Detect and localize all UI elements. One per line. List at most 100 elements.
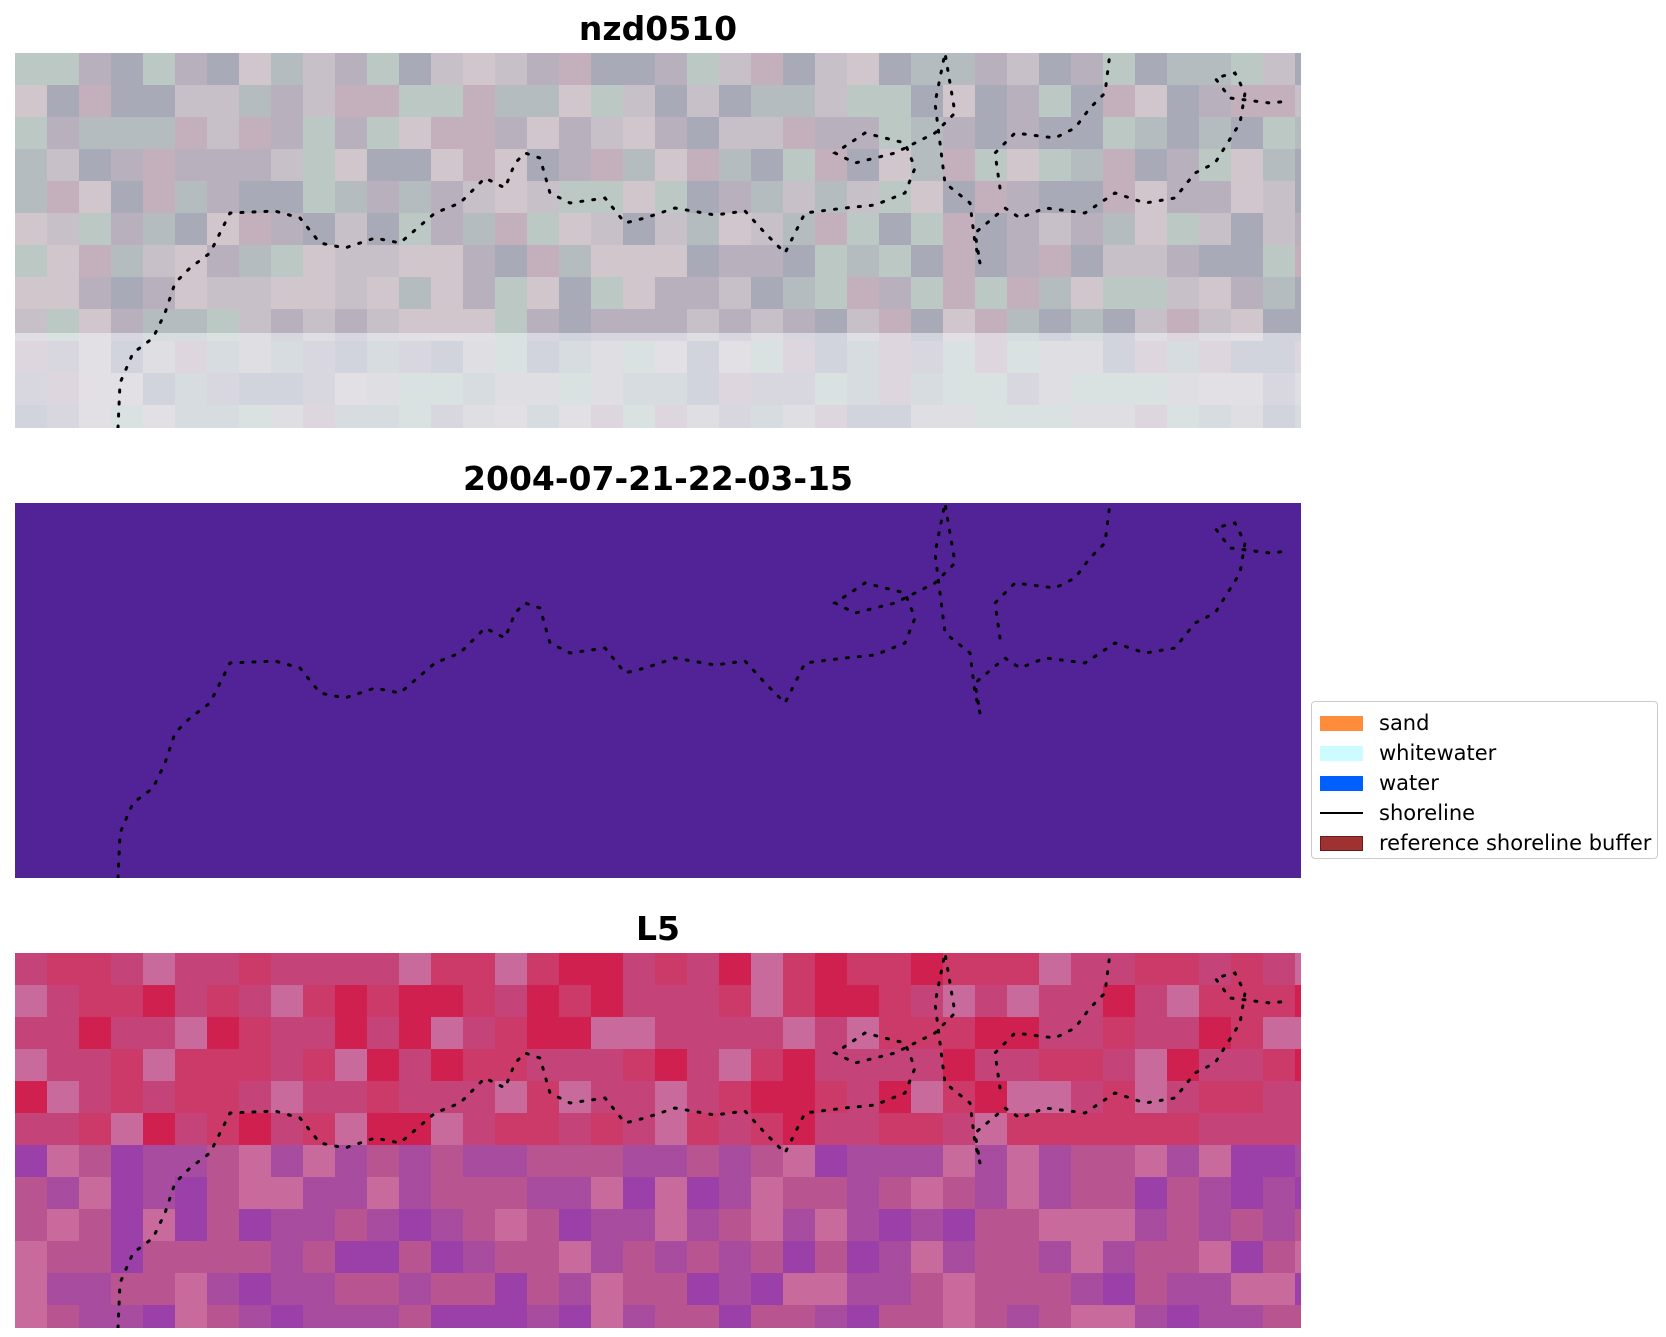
- index-pixel: [655, 1177, 688, 1210]
- index-pixel: [719, 985, 752, 1018]
- rgb-pixel: [239, 277, 272, 310]
- index-pixel: [1007, 1145, 1040, 1178]
- rgb-pixel: [1007, 149, 1040, 182]
- rgb-pixel: [1199, 117, 1232, 150]
- rgb-pixel: [815, 149, 848, 182]
- rgb-pixel: [1103, 181, 1136, 214]
- index-pixel: [1199, 1305, 1232, 1328]
- index-pixel: [591, 1049, 624, 1082]
- shoreline-path: [993, 503, 1112, 640]
- index-pixel: [207, 1177, 240, 1210]
- index-pixel: [847, 1273, 880, 1306]
- index-pixel: [815, 1209, 848, 1242]
- legend-item-whitewater: whitewater: [1320, 738, 1649, 768]
- index-pixel: [751, 1241, 784, 1274]
- rgb-pixel: [783, 117, 816, 150]
- index-pixel: [335, 1017, 368, 1050]
- rgb-pixel: [1295, 277, 1301, 310]
- index-pixel: [943, 1081, 976, 1114]
- rgb-pixel: [783, 181, 816, 214]
- index-pixel: [79, 1145, 112, 1178]
- index-pixel: [239, 1209, 272, 1242]
- rgb-pixel: [1295, 245, 1301, 278]
- rgb-pixel: [399, 117, 432, 150]
- index-pixel: [1263, 1145, 1296, 1178]
- index-pixel: [1103, 1209, 1136, 1242]
- index-pixel: [943, 1241, 976, 1274]
- index-pixel: [1007, 1241, 1040, 1274]
- index-pixel: [687, 953, 720, 986]
- index-pixel: [431, 1081, 464, 1114]
- index-pixel: [495, 1305, 528, 1328]
- index-pixel: [815, 1305, 848, 1328]
- index-pixel: [751, 1113, 784, 1146]
- index-pixel: [655, 1145, 688, 1178]
- index-pixel: [943, 1273, 976, 1306]
- index-pixel: [15, 953, 48, 986]
- index-pixel: [47, 953, 80, 986]
- index-pixel: [815, 1049, 848, 1082]
- index-pixel: [911, 1049, 944, 1082]
- rgb-pixel: [751, 277, 784, 310]
- rgb-pixel: [623, 117, 656, 150]
- rgb-pixel: [1039, 117, 1072, 150]
- rgb-pixel: [1007, 245, 1040, 278]
- rgb-pixel: [1039, 245, 1072, 278]
- index-pixel: [495, 1273, 528, 1306]
- index-pixel: [943, 1113, 976, 1146]
- index-pixel: [1295, 1081, 1301, 1114]
- rgb-pixel: [463, 277, 496, 310]
- rgb-pixel: [175, 245, 208, 278]
- index-pixel: [79, 1049, 112, 1082]
- index-pixel: [79, 1081, 112, 1114]
- index-pixel: [111, 1113, 144, 1146]
- rgb-pixel: [911, 181, 944, 214]
- panel-title-rgb: nzd0510: [578, 9, 738, 48]
- index-pixel: [975, 953, 1008, 986]
- index-pixel: [111, 1209, 144, 1242]
- index-pixel: [431, 1049, 464, 1082]
- index-pixel: [463, 1273, 496, 1306]
- rgb-pixel: [943, 85, 976, 118]
- index-pixel: [239, 953, 272, 986]
- classified-background: [15, 503, 1301, 878]
- index-pixel: [1263, 1049, 1296, 1082]
- rgb-pixel: [111, 213, 144, 246]
- index-pixel: [463, 1305, 496, 1328]
- index-pixel: [527, 1081, 560, 1114]
- index-pixel: [1295, 1113, 1301, 1146]
- rgb-pixel: [1135, 53, 1168, 86]
- rgb-pixel: [911, 213, 944, 246]
- index-pixel: [527, 1241, 560, 1274]
- index-pixel: [239, 1145, 272, 1178]
- index-pixel: [719, 1209, 752, 1242]
- index-pixel: [623, 985, 656, 1018]
- rgb-pixel: [751, 245, 784, 278]
- index-pixel: [591, 1177, 624, 1210]
- index-pixel: [687, 1209, 720, 1242]
- index-pixel: [15, 1305, 48, 1328]
- rgb-pixel: [239, 149, 272, 182]
- rgb-pixel: [367, 245, 400, 278]
- rgb-pixel: [1071, 53, 1104, 86]
- index-pixel: [1263, 1273, 1296, 1306]
- index-pixel: [1071, 1113, 1104, 1146]
- index-pixel: [591, 953, 624, 986]
- legend-item-water: water: [1320, 768, 1649, 798]
- rgb-pixel: [239, 117, 272, 150]
- index-pixel: [1103, 1177, 1136, 1210]
- index-pixel: [1007, 1049, 1040, 1082]
- rgb-pixel: [1103, 277, 1136, 310]
- index-pixel: [1263, 953, 1296, 986]
- index-pixel: [1135, 1273, 1168, 1306]
- index-pixel: [367, 1241, 400, 1274]
- surf-highlight: [15, 333, 1301, 428]
- rgb-pixel: [879, 117, 912, 150]
- rgb-pixel: [399, 245, 432, 278]
- index-pixel: [783, 1177, 816, 1210]
- index-pixel: [847, 1113, 880, 1146]
- index-pixel: [815, 1241, 848, 1274]
- rgb-pixel: [847, 53, 880, 86]
- index-pixel: [1231, 1305, 1264, 1328]
- index-pixel: [655, 1273, 688, 1306]
